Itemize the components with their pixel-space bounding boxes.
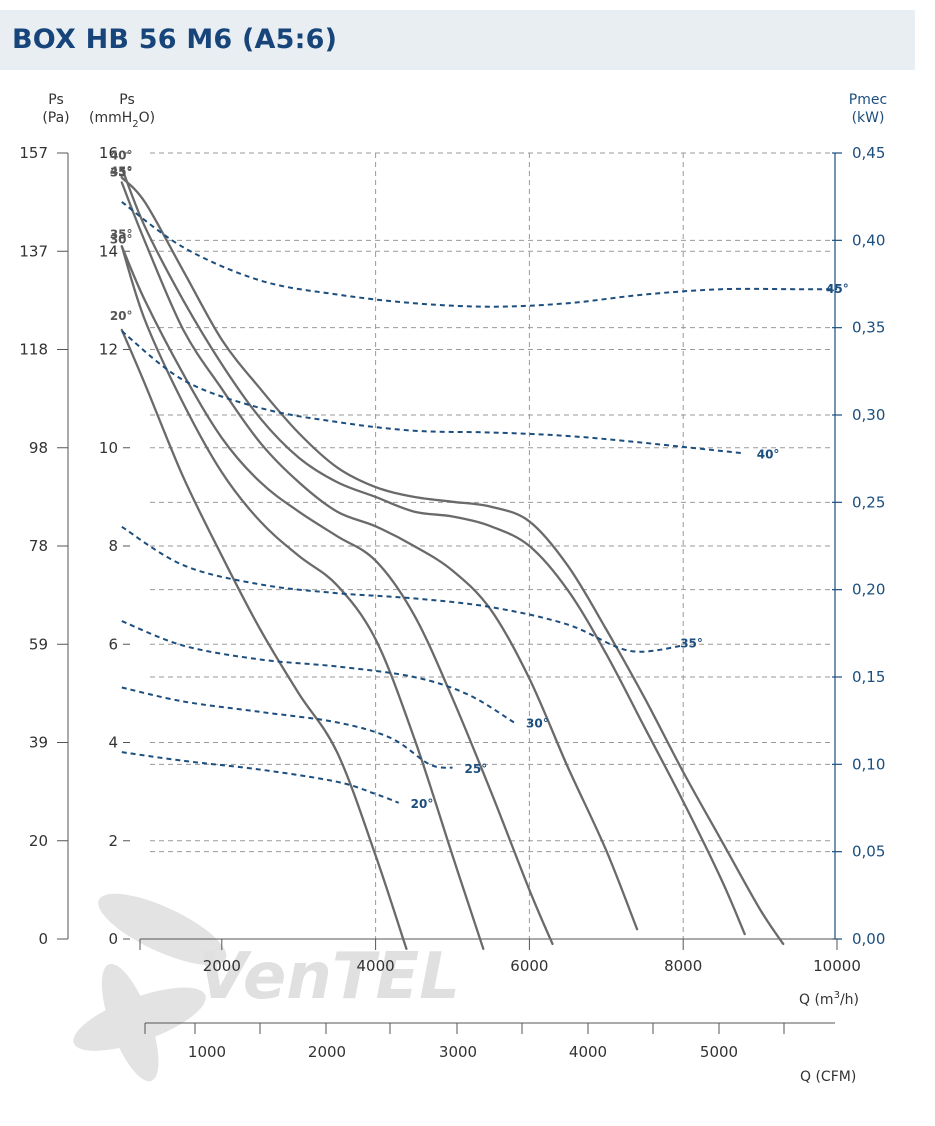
y-kw-tick: 0,30 [852, 406, 885, 424]
y-mmh2o-tick: 12 [99, 341, 118, 359]
y-pa-tick: 118 [19, 341, 48, 359]
x-m3h-label: Q (m3/h) [799, 990, 859, 1008]
x-cfm-tick: 5000 [700, 1043, 738, 1061]
y-kw-tick: 0,25 [852, 493, 885, 511]
y-mmh2o-tick: 8 [108, 537, 118, 555]
y-mmh2o-tick: 10 [99, 439, 118, 457]
pressure-curve-label: 40° [110, 149, 133, 163]
y-pa-tick: 98 [29, 439, 48, 457]
y-pa-tick: 157 [19, 144, 48, 162]
y-mmh2o-label: Ps [119, 92, 135, 108]
x-m3h-tick: 6000 [510, 957, 548, 975]
x-m3h-tick: 2000 [203, 957, 241, 975]
x-cfm-tick: 2000 [308, 1043, 346, 1061]
fan-logo-icon [73, 893, 227, 1082]
x-m3h-tick: 4000 [357, 957, 395, 975]
x-cfm-tick: 3000 [439, 1043, 477, 1061]
pressure-curve-label: 35° [110, 227, 133, 241]
y-kw-tick: 0,10 [852, 755, 885, 773]
pressure-curve-20 [120, 328, 408, 950]
pressure-curve-label: 35° [110, 165, 133, 179]
y-mmh2o-tick: 0 [108, 930, 118, 948]
pressure-curve-30 [120, 245, 554, 946]
power-curve-25 [121, 686, 453, 769]
y-kw-unit: (kW) [852, 110, 885, 126]
y-pa-tick: 20 [29, 832, 48, 850]
x-cfm-tick: 4000 [569, 1043, 607, 1061]
power-curves [121, 201, 837, 804]
power-curve-label: 35° [680, 637, 703, 651]
pressure-curve-35 [120, 181, 639, 931]
power-curve-35 [121, 525, 684, 653]
y-kw-tick: 0,35 [852, 319, 885, 337]
y-kw-tick: 0,15 [852, 668, 885, 686]
power-curve-label: 20° [411, 797, 434, 811]
page-title: BOX HB 56 M6 (A5:6) [12, 24, 338, 55]
ventel-watermark: VenTEL [73, 893, 460, 1082]
y-mmh2o-tick: 6 [108, 635, 118, 653]
y-kw-tick: 0,00 [852, 930, 885, 948]
power-curve-label: 45° [826, 282, 849, 296]
y-kw-tick: 0,40 [852, 231, 885, 249]
y-kw-tick: 0,45 [852, 144, 885, 162]
y-pa-tick: 137 [19, 242, 48, 260]
y-kw-label: Pmec [849, 92, 887, 108]
y-mmh2o-tick: 16 [99, 144, 118, 162]
power-curve-30 [121, 620, 515, 724]
y-pa-unit: (Pa) [42, 110, 69, 126]
y-kw-tick: 0,20 [852, 581, 885, 599]
title-bar: BOX HB 56 M6 (A5:6) [0, 10, 915, 70]
pressure-curve-25 [120, 245, 485, 950]
y-mmh2o-tick: 2 [108, 832, 118, 850]
axes: 1614121086420157137118987859392000,450,4… [19, 144, 885, 1061]
pressure-curve-40 [120, 166, 746, 936]
power-curve-40 [121, 330, 745, 455]
pressure-curve-label: 20° [110, 309, 133, 323]
watermark-text: VenTEL [198, 940, 460, 1014]
power-curve-label: 25° [465, 762, 488, 776]
x-cfm-label: Q (CFM) [800, 1069, 856, 1085]
y-kw-tick: 0,05 [852, 843, 885, 861]
pressure-curves [120, 166, 785, 950]
power-curve-45 [121, 201, 837, 308]
pressure-curve-label: 30° [110, 232, 133, 246]
y-mmh2o-tick: 14 [99, 242, 118, 260]
pressure-curve-45 [120, 176, 785, 946]
y-mmh2o-tick: 4 [108, 734, 118, 752]
power-curve-label: 30° [526, 716, 549, 730]
y-mmh2o-unit: (mmH2O) [89, 110, 155, 130]
pressure-curve-label: 45° [110, 165, 133, 179]
power-curve-20 [121, 751, 400, 804]
y-pa-tick: 39 [29, 734, 48, 752]
x-cfm-tick: 1000 [188, 1043, 226, 1061]
grid-lines [150, 152, 832, 939]
x-m3h-tick: 8000 [664, 957, 702, 975]
curve-labels: 20°30°35°35°40°45°20°25°30°35°40°45° [110, 149, 849, 811]
y-pa-tick: 78 [29, 537, 48, 555]
y-pa-tick: 0 [38, 930, 48, 948]
y-pa-tick: 59 [29, 635, 48, 653]
power-curve-label: 40° [757, 447, 780, 461]
y-pa-label: Ps [48, 92, 64, 108]
x-m3h-tick: 10000 [813, 957, 861, 975]
